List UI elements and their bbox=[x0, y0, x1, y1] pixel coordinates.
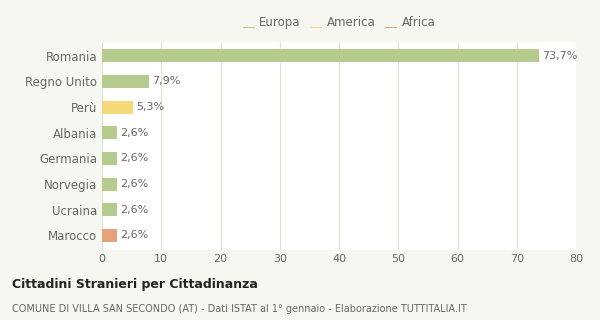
Text: 73,7%: 73,7% bbox=[542, 51, 577, 61]
Bar bbox=[102, 204, 118, 216]
Bar bbox=[102, 152, 118, 165]
Text: 2,6%: 2,6% bbox=[121, 179, 149, 189]
Legend: Europa, America, Africa: Europa, America, Africa bbox=[243, 16, 435, 29]
Text: COMUNE DI VILLA SAN SECONDO (AT) - Dati ISTAT al 1° gennaio - Elaborazione TUTTI: COMUNE DI VILLA SAN SECONDO (AT) - Dati … bbox=[12, 304, 467, 314]
Bar bbox=[102, 178, 118, 190]
Text: 2,6%: 2,6% bbox=[121, 153, 149, 164]
Text: 2,6%: 2,6% bbox=[121, 230, 149, 240]
Bar bbox=[102, 75, 149, 88]
Text: 2,6%: 2,6% bbox=[121, 205, 149, 215]
Text: Cittadini Stranieri per Cittadinanza: Cittadini Stranieri per Cittadinanza bbox=[12, 278, 258, 292]
Bar bbox=[102, 229, 118, 242]
Bar bbox=[102, 49, 539, 62]
Text: 7,9%: 7,9% bbox=[152, 76, 180, 86]
Text: 2,6%: 2,6% bbox=[121, 128, 149, 138]
Bar bbox=[102, 126, 118, 139]
Text: 5,3%: 5,3% bbox=[136, 102, 164, 112]
Bar bbox=[102, 101, 133, 114]
